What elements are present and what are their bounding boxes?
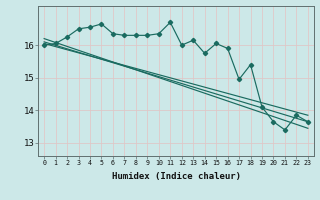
X-axis label: Humidex (Indice chaleur): Humidex (Indice chaleur) <box>111 172 241 181</box>
